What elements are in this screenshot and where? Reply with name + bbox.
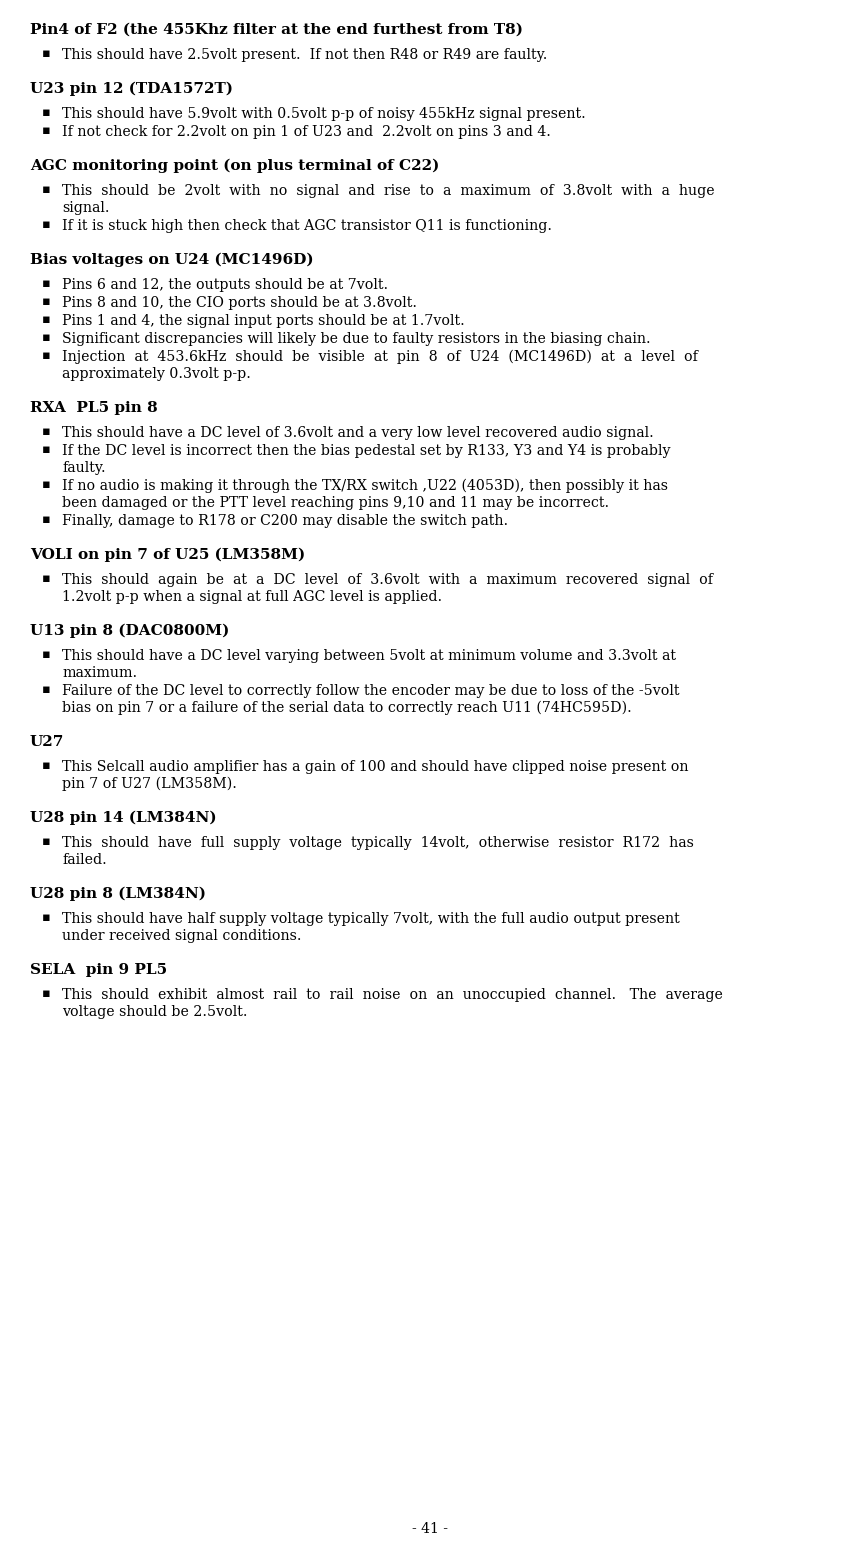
Text: ▪: ▪ <box>41 330 51 344</box>
Text: ▪: ▪ <box>41 988 51 1000</box>
Text: Pins 8 and 10, the CIO ports should be at 3.8volt.: Pins 8 and 10, the CIO ports should be a… <box>62 296 417 310</box>
Text: pin 7 of U27 (LM358M).: pin 7 of U27 (LM358M). <box>62 777 236 791</box>
Text: Pin4 of F2 (the 455Khz filter at the end furthest from T8): Pin4 of F2 (the 455Khz filter at the end… <box>30 23 523 37</box>
Text: ▪: ▪ <box>41 572 51 584</box>
Text: approximately 0.3volt p-p.: approximately 0.3volt p-p. <box>62 368 251 382</box>
Text: ▪: ▪ <box>41 125 51 137</box>
Text: ▪: ▪ <box>41 425 51 438</box>
Text: VOLI on pin 7 of U25 (LM358M): VOLI on pin 7 of U25 (LM358M) <box>30 548 305 562</box>
Text: ▪: ▪ <box>41 218 51 231</box>
Text: Failure of the DC level to correctly follow the encoder may be due to loss of th: Failure of the DC level to correctly fol… <box>62 684 679 698</box>
Text: ▪: ▪ <box>41 294 51 308</box>
Text: Bias voltages on U24 (MC1496D): Bias voltages on U24 (MC1496D) <box>30 252 314 268</box>
Text: This should have a DC level of 3.6volt and a very low level recovered audio sign: This should have a DC level of 3.6volt a… <box>62 425 654 439</box>
Text: ▪: ▪ <box>41 442 51 456</box>
Text: If no audio is making it through the TX/RX switch ,U22 (4053D), then possibly it: If no audio is making it through the TX/… <box>62 478 668 494</box>
Text: If it is stuck high then check that AGC transistor Q11 is functioning.: If it is stuck high then check that AGC … <box>62 220 552 234</box>
Text: This  should  be  2volt  with  no  signal  and  rise  to  a  maximum  of  3.8vol: This should be 2volt with no signal and … <box>62 184 715 198</box>
Text: ▪: ▪ <box>41 682 51 696</box>
Text: - 41 -: - 41 - <box>412 1522 448 1536</box>
Text: This  should  exhibit  almost  rail  to  rail  noise  on  an  unoccupied  channe: This should exhibit almost rail to rail … <box>62 988 723 1002</box>
Text: Finally, damage to R178 or C200 may disable the switch path.: Finally, damage to R178 or C200 may disa… <box>62 514 508 528</box>
Text: ▪: ▪ <box>41 277 51 290</box>
Text: ▪: ▪ <box>41 513 51 527</box>
Text: This  should  again  be  at  a  DC  level  of  3.6volt  with  a  maximum  recove: This should again be at a DC level of 3.… <box>62 573 713 587</box>
Text: This should have half supply voltage typically 7volt, with the full audio output: This should have half supply voltage typ… <box>62 911 679 925</box>
Text: ▪: ▪ <box>41 313 51 326</box>
Text: 1.2volt p-p when a signal at full AGC level is applied.: 1.2volt p-p when a signal at full AGC le… <box>62 590 442 605</box>
Text: under received signal conditions.: under received signal conditions. <box>62 929 302 943</box>
Text: ▪: ▪ <box>41 47 51 61</box>
Text: U28 pin 14 (LM384N): U28 pin 14 (LM384N) <box>30 812 217 826</box>
Text: ▪: ▪ <box>41 478 51 491</box>
Text: bias on pin 7 or a failure of the serial data to correctly reach U11 (74HC595D).: bias on pin 7 or a failure of the serial… <box>62 701 632 715</box>
Text: maximum.: maximum. <box>62 665 137 679</box>
Text: ▪: ▪ <box>41 835 51 848</box>
Text: faulty.: faulty. <box>62 461 106 475</box>
Text: If not check for 2.2volt on pin 1 of U23 and  2.2volt on pins 3 and 4.: If not check for 2.2volt on pin 1 of U23… <box>62 125 551 139</box>
Text: This should have 2.5volt present.  If not then R48 or R49 are faulty.: This should have 2.5volt present. If not… <box>62 48 547 62</box>
Text: Pins 1 and 4, the signal input ports should be at 1.7volt.: Pins 1 and 4, the signal input ports sho… <box>62 315 464 329</box>
Text: AGC monitoring point (on plus terminal of C22): AGC monitoring point (on plus terminal o… <box>30 159 439 173</box>
Text: voltage should be 2.5volt.: voltage should be 2.5volt. <box>62 1005 248 1019</box>
Text: ▪: ▪ <box>41 911 51 924</box>
Text: This should have 5.9volt with 0.5volt p-p of noisy 455kHz signal present.: This should have 5.9volt with 0.5volt p-… <box>62 108 586 122</box>
Text: ▪: ▪ <box>41 648 51 661</box>
Text: ▪: ▪ <box>41 106 51 118</box>
Text: U28 pin 8 (LM384N): U28 pin 8 (LM384N) <box>30 887 206 902</box>
Text: SELA  pin 9 PL5: SELA pin 9 PL5 <box>30 963 167 977</box>
Text: ▪: ▪ <box>41 349 51 361</box>
Text: Injection  at  453.6kHz  should  be  visible  at  pin  8  of  U24  (MC1496D)  at: Injection at 453.6kHz should be visible … <box>62 351 697 365</box>
Text: Pins 6 and 12, the outputs should be at 7volt.: Pins 6 and 12, the outputs should be at … <box>62 277 388 291</box>
Text: This  should  have  full  supply  voltage  typically  14volt,  otherwise  resist: This should have full supply voltage typ… <box>62 837 694 851</box>
Text: failed.: failed. <box>62 852 107 866</box>
Text: U13 pin 8 (DAC0800M): U13 pin 8 (DAC0800M) <box>30 625 230 639</box>
Text: U27: U27 <box>30 735 64 749</box>
Text: been damaged or the PTT level reaching pins 9,10 and 11 may be incorrect.: been damaged or the PTT level reaching p… <box>62 495 609 509</box>
Text: RXA  PL5 pin 8: RXA PL5 pin 8 <box>30 400 157 414</box>
Text: If the DC level is incorrect then the bias pedestal set by R133, Y3 and Y4 is pr: If the DC level is incorrect then the bi… <box>62 444 671 458</box>
Text: ▪: ▪ <box>41 182 51 196</box>
Text: Significant discrepancies will likely be due to faulty resistors in the biasing : Significant discrepancies will likely be… <box>62 332 651 346</box>
Text: U23 pin 12 (TDA1572T): U23 pin 12 (TDA1572T) <box>30 83 233 97</box>
Text: This Selcall audio amplifier has a gain of 100 and should have clipped noise pre: This Selcall audio amplifier has a gain … <box>62 760 689 774</box>
Text: signal.: signal. <box>62 201 109 215</box>
Text: ▪: ▪ <box>41 759 51 773</box>
Text: This should have a DC level varying between 5volt at minimum volume and 3.3volt : This should have a DC level varying betw… <box>62 650 676 664</box>
